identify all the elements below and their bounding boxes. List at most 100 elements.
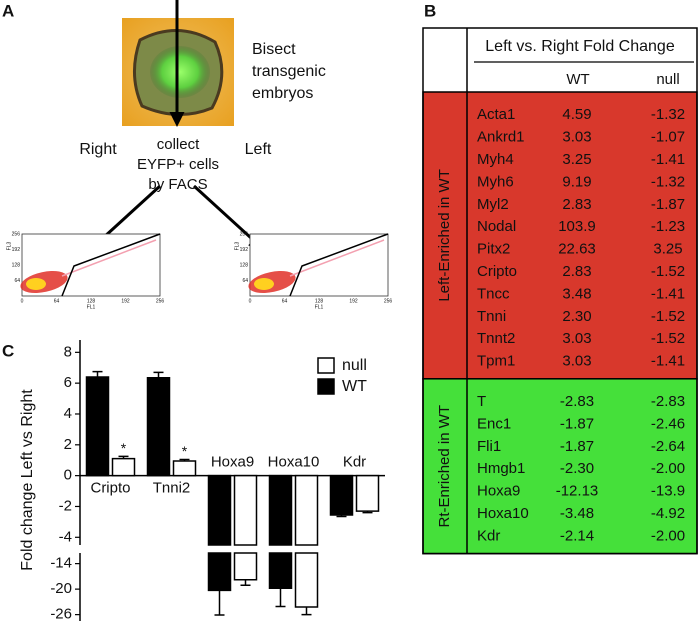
gene-name: T [477,393,486,410]
wt-value: -3.48 [560,505,594,522]
bar [329,474,354,516]
wt-value: 2.83 [562,196,591,213]
facs-x-tick: 256 [156,298,165,304]
wt-value: 3.25 [562,151,591,168]
x-tick-label: Hoxa9 [211,454,254,471]
legend-label: null [342,357,367,374]
group-label: Left-Enriched in WT [436,169,453,302]
wt-value: 3.48 [562,285,591,302]
null-value: -2.83 [651,393,685,410]
facs-y-tick: 64 [242,278,248,284]
null-value: -2.46 [651,415,685,432]
null-value: -1.52 [651,308,685,325]
bar [294,474,319,608]
null-value: -1.52 [651,263,685,280]
facs-cloud [26,278,46,290]
gene-name: Hoxa9 [477,483,520,500]
error-bar [336,514,347,518]
y-tick-label: -14 [50,555,72,572]
y-axis-label: Fold change Left vs Right [19,389,36,571]
facs-diag [289,239,385,277]
wt-value: -1.87 [560,438,594,455]
x-tick-label: Kdr [343,454,366,471]
facs-x-tick: 128 [315,298,324,304]
facs-diag [61,239,157,277]
null-value: -2.00 [651,527,685,544]
error-bar [275,588,286,608]
legend-swatch [317,357,335,374]
facs-x-label: FL1 [315,304,324,310]
null-value: -1.32 [651,106,685,123]
table [422,27,698,555]
y-tick-label: 2 [64,436,72,453]
gene-name: Acta1 [477,106,515,123]
legend-swatch [317,378,335,395]
null-value: -1.32 [651,173,685,190]
y-tick-label: 6 [64,374,72,391]
caption: embryos [252,85,313,102]
null-value: 3.25 [653,241,682,258]
error-bar [118,455,129,459]
gene-name: Myh6 [477,173,514,190]
null-value: -13.9 [651,483,685,500]
gene-name: Hmgb1 [477,460,525,477]
facs-x-tick: 0 [21,298,24,304]
gene-name: Tncc [477,285,510,302]
panel-label: A [2,1,14,20]
wt-value: 9.19 [562,173,591,190]
facs-x-tick: 0 [249,298,252,304]
null-value: -1.41 [651,353,685,370]
gene-name: Enc1 [477,415,511,432]
legend-label: WT [342,378,367,395]
gene-name: Ankrd1 [477,129,525,146]
gene-name: Cripto [477,263,517,280]
caption: EYFP+ cells [137,156,219,173]
wt-value: 3.03 [562,330,591,347]
y-tick-label: 8 [64,343,72,360]
y-tick-label: -2 [59,497,72,514]
facs-gate [61,233,161,297]
caption: transgenic [252,63,326,80]
gene-name: Tnni [477,308,506,325]
error-bar [153,371,164,378]
null-value: -1.23 [651,218,685,235]
gene-name: Nodal [477,218,516,235]
facs-y-label: FL3 [6,241,12,250]
gene-name: Pitx2 [477,241,510,258]
caption: Right [79,141,117,158]
null-value: -1.52 [651,330,685,347]
gene-name: Myl2 [477,196,509,213]
error-bar [214,590,225,616]
bar [207,474,232,592]
facs-y-tick: 192 [240,247,249,253]
facs-y-tick: 256 [12,231,21,237]
facs-x-tick: 256 [384,298,393,304]
x-tick-label: Hoxa10 [268,454,320,471]
bar [268,474,293,590]
null-value: -1.07 [651,129,685,146]
wt-value: 3.03 [562,353,591,370]
wt-value: 22.63 [558,241,596,258]
wt-value: -12.13 [556,483,599,500]
table-header: Left vs. Right Fold Change [485,38,675,55]
x-tick-label: Cripto [90,480,130,497]
caption: Left [245,141,272,158]
wt-value: 2.83 [562,263,591,280]
facs-y-tick: 128 [12,262,21,268]
bar [172,460,197,477]
facs-y-label: FL3 [234,241,240,250]
annotation: * [121,440,127,456]
table-border [422,27,698,555]
gene-name: Fli1 [477,438,501,455]
y-tick-label: 0 [64,467,72,484]
y-tick-label: -20 [50,580,72,597]
wt-value: 3.03 [562,129,591,146]
y-tick-label: -4 [59,528,72,545]
panel-label: C [2,341,14,360]
null-value: -1.41 [651,285,685,302]
null-value: -1.41 [651,151,685,168]
null-value: -2.64 [651,438,685,455]
wt-value: -2.30 [560,460,594,477]
gene-name: Hoxa10 [477,505,529,522]
